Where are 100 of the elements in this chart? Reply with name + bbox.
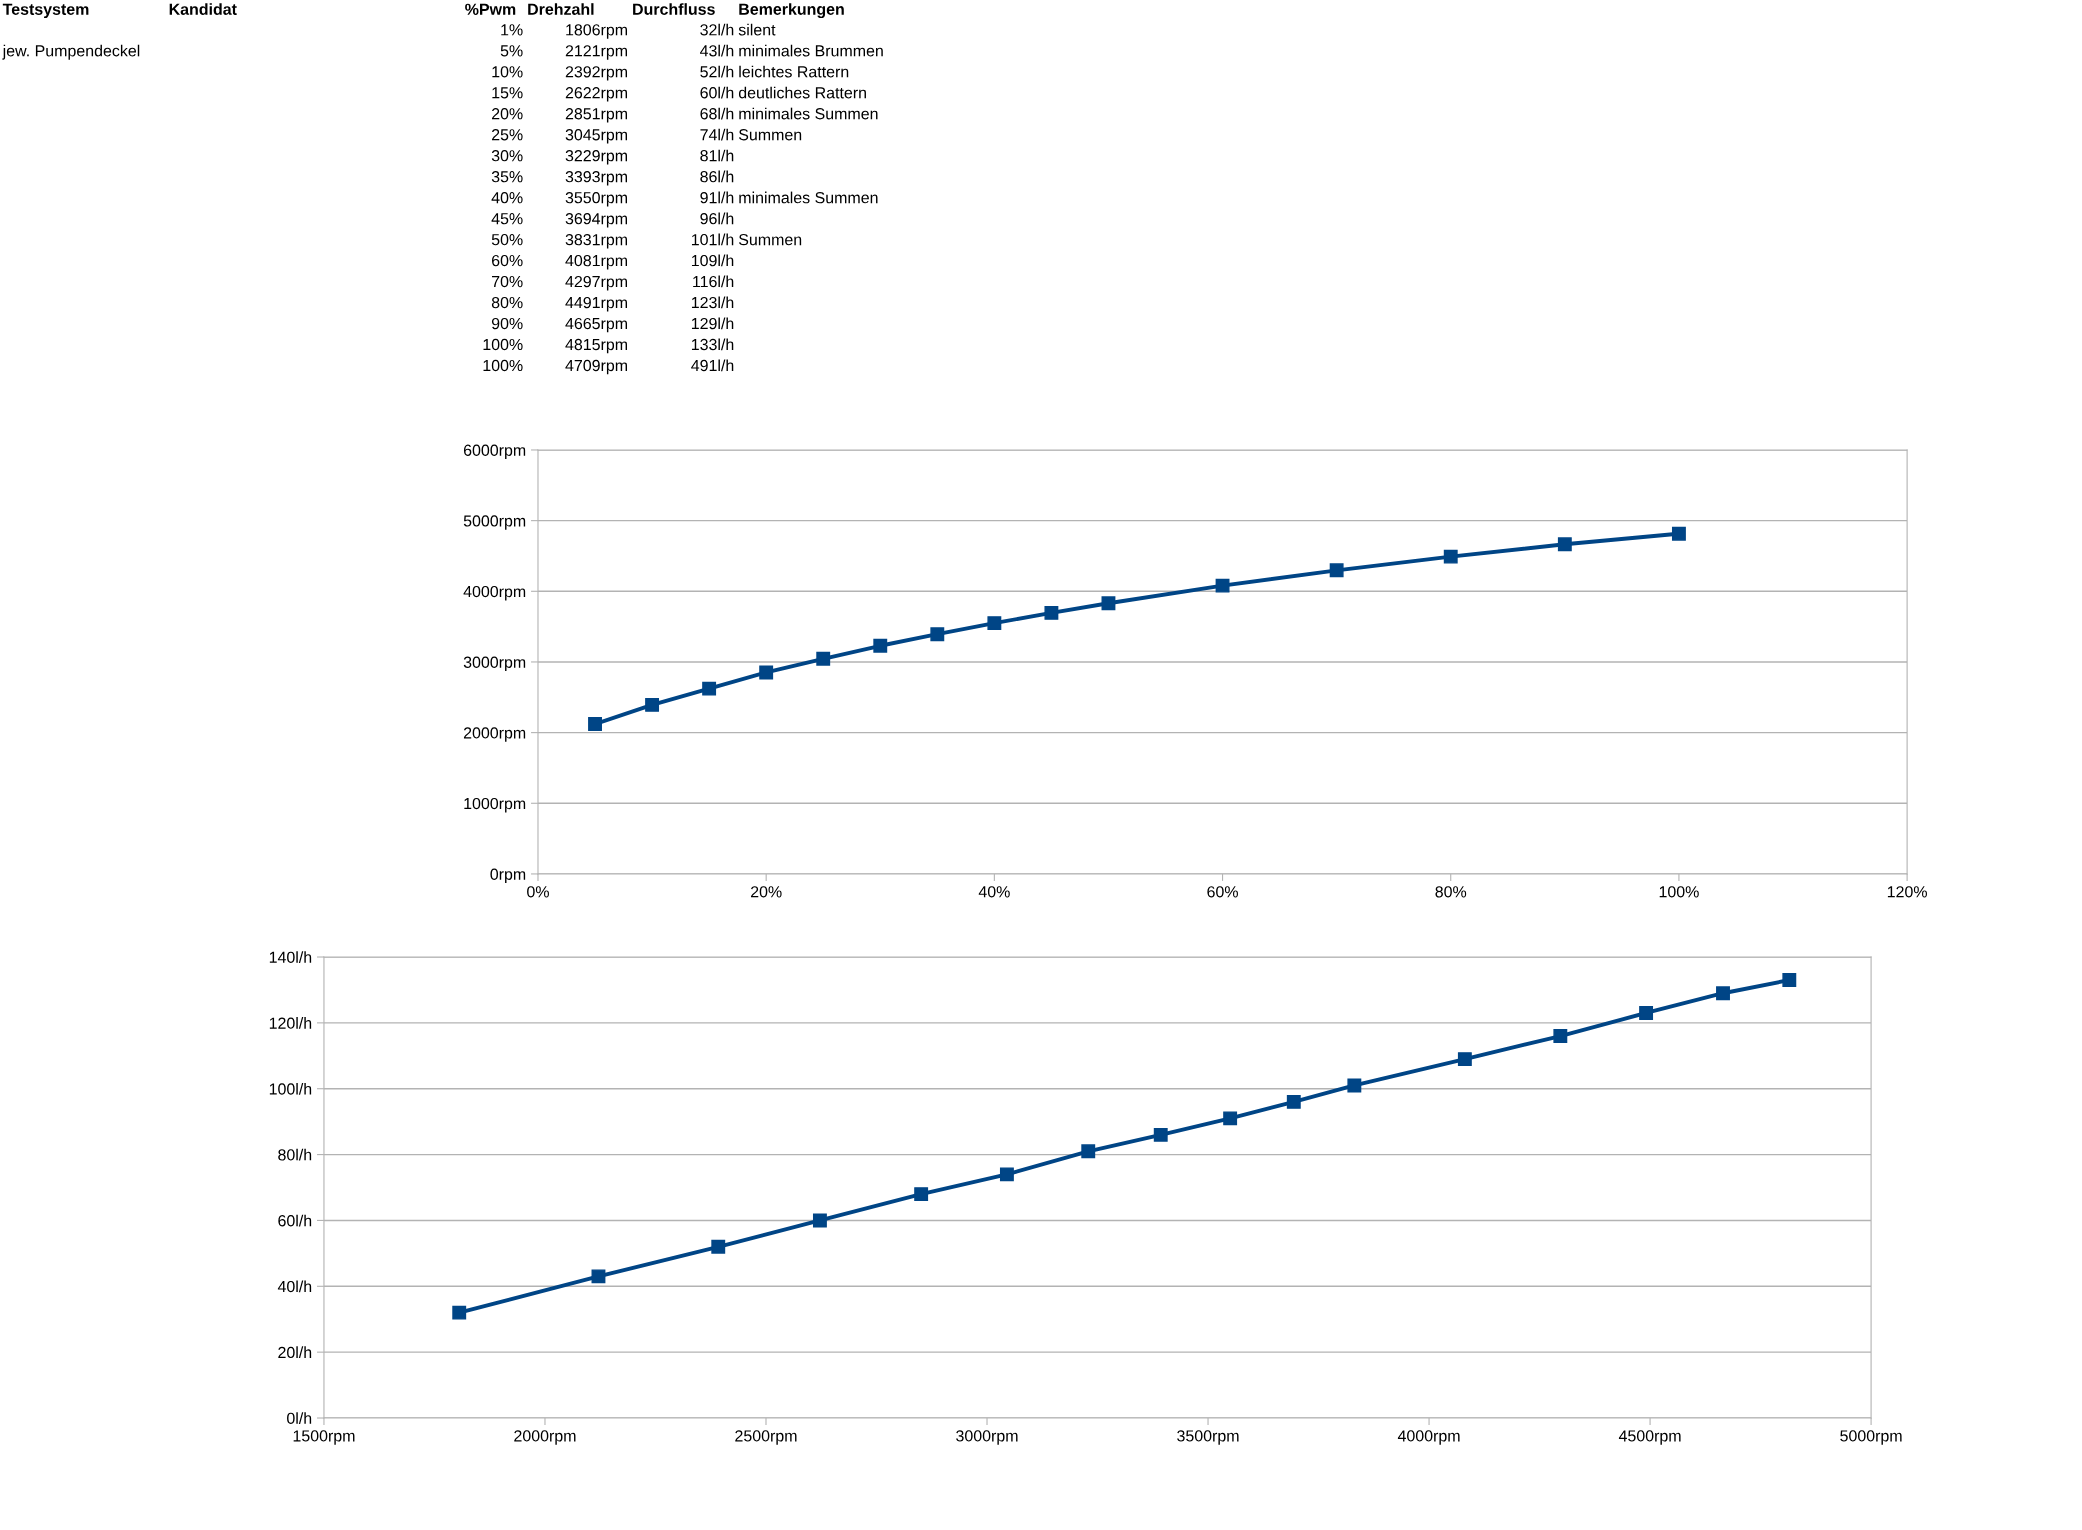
text: 100%: [483, 338, 523, 351]
text: 3045rpm: [565, 129, 627, 144]
point: [1347, 1078, 1362, 1093]
text: 2121rpm: [565, 45, 627, 60]
text: 90%: [491, 317, 523, 330]
x-tick-label: 4500rpm: [1618, 1430, 1681, 1445]
y-tick-label: 0l/h: [287, 1412, 312, 1424]
text: 5%: [500, 45, 523, 57]
y-tick-label: 4000rpm: [463, 585, 526, 601]
text: 80%: [491, 296, 523, 309]
text: 81l/h: [700, 149, 734, 162]
text: 50%: [491, 233, 523, 246]
text: 4081rpm: [565, 254, 627, 270]
y-tick-label: 80l/h: [278, 1148, 312, 1161]
x-tick-label: 40%: [978, 886, 1010, 898]
text: 35%: [491, 171, 523, 183]
text: 68l/h: [700, 107, 734, 120]
text: 1806rpm: [566, 24, 627, 39]
x-tick-label: 100%: [1659, 886, 1699, 898]
text: 3694rpm: [565, 212, 627, 228]
text: minimales Brummen: [739, 44, 883, 57]
point: [1553, 1029, 1568, 1043]
y-tick-label: 140l/h: [269, 951, 312, 963]
point: [914, 1187, 929, 1202]
point: [1716, 986, 1730, 1001]
text: silent: [738, 23, 776, 36]
point: [588, 717, 602, 732]
point: [1223, 1111, 1238, 1126]
text: 70%: [492, 275, 523, 288]
text: 45%: [491, 213, 523, 225]
x-tick-label: 2000rpm: [514, 1430, 576, 1445]
category-label: Testsystem: [2, 3, 89, 19]
x-tick-label: 20%: [751, 886, 782, 898]
text: 4709rpm: [565, 359, 627, 375]
y-tick-label: 40l/h: [277, 1280, 312, 1293]
text: 60l/h: [700, 86, 734, 99]
point: [987, 616, 1002, 631]
x-tick-label: 1500rpm: [293, 1430, 355, 1445]
y-tick-label: 20l/h: [278, 1346, 312, 1359]
point: [1443, 549, 1458, 564]
point: [711, 1239, 726, 1254]
text: 91l/h: [700, 191, 734, 204]
text: 30%: [491, 150, 523, 162]
point: [1286, 1094, 1301, 1109]
y-tick-label: 3000rpm: [463, 656, 526, 672]
text: 129l/h: [691, 317, 734, 330]
text: 60%: [492, 254, 523, 267]
point: [452, 1305, 467, 1320]
y-tick-label: 6000rpm: [463, 444, 526, 460]
point: [1557, 537, 1572, 552]
point: [812, 1213, 827, 1228]
category-label: Durchfluss: [633, 3, 715, 15]
text: 3229rpm: [565, 150, 627, 165]
text: 32l/h: [700, 23, 734, 36]
text: 2622rpm: [565, 87, 627, 102]
x-tick-label: 120%: [1887, 886, 1927, 898]
point: [816, 651, 831, 666]
point: [702, 681, 717, 696]
text: 74l/h: [700, 128, 734, 141]
text: 52l/h: [700, 65, 734, 78]
point: [1215, 578, 1230, 593]
text: 123l/h: [691, 296, 734, 309]
x-tick-label: 5000rpm: [1840, 1430, 1902, 1445]
text: 15%: [492, 87, 523, 99]
text: 4815rpm: [565, 338, 627, 354]
x-tick-label: 0%: [527, 886, 549, 898]
x-tick-label: 80%: [1435, 886, 1467, 898]
point: [645, 697, 660, 712]
point: [1671, 526, 1686, 541]
point: [1457, 1052, 1472, 1067]
text: 20%: [491, 108, 523, 120]
point: [1044, 605, 1059, 620]
text: minimales Summen: [739, 191, 878, 204]
text: 43l/h: [700, 44, 734, 57]
point: [1101, 596, 1116, 611]
text: 4665rpm: [565, 317, 627, 333]
point: [1639, 1006, 1654, 1020]
point: [873, 638, 888, 653]
text: 1%: [501, 24, 523, 36]
category-label: Bemerkungen: [739, 3, 844, 19]
text: 491l/h: [691, 359, 734, 372]
y-tick-label: 1000rpm: [464, 797, 526, 813]
x-tick-label: 3500rpm: [1177, 1430, 1239, 1445]
point: [591, 1269, 606, 1284]
text: 40%: [491, 192, 523, 204]
y-tick-label: 100l/h: [269, 1082, 312, 1095]
point: [1081, 1144, 1096, 1159]
x-tick-label: 2500rpm: [735, 1430, 797, 1445]
x-tick-label: 3000rpm: [956, 1430, 1018, 1445]
y-tick-label: 120l/h: [269, 1017, 312, 1029]
text: leichtes Rattern: [739, 65, 849, 78]
text: Summen: [738, 233, 802, 246]
text: 100%: [483, 359, 523, 372]
category-label: Drehzahl: [528, 3, 594, 15]
y-tick-label: 0rpm: [490, 868, 526, 884]
point: [759, 665, 774, 680]
text: 109l/h: [691, 254, 734, 267]
text: 86l/h: [700, 170, 734, 183]
text: jew. Pumpendeckel: [2, 44, 140, 60]
text: 10%: [492, 66, 523, 78]
